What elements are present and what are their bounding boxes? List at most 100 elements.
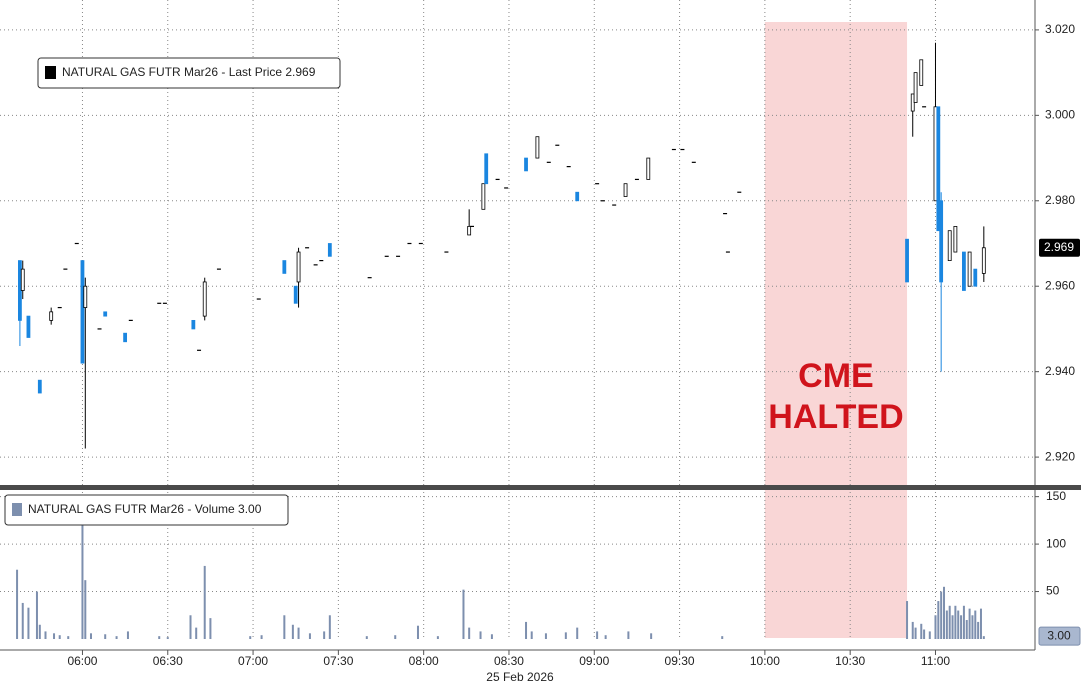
volume-bar bbox=[328, 615, 331, 639]
y-tick-label: 2.940 bbox=[1045, 364, 1075, 378]
volume-bar bbox=[81, 525, 84, 639]
candle-body bbox=[953, 226, 958, 253]
volume-bar bbox=[906, 601, 909, 639]
volume-bar bbox=[650, 633, 653, 639]
volume-bar bbox=[189, 615, 192, 639]
volume-bar bbox=[67, 636, 70, 639]
x-tick-label: 08:00 bbox=[409, 654, 439, 668]
last-volume-label: 3.00 bbox=[1047, 628, 1071, 642]
volume-bar bbox=[104, 634, 107, 639]
volume-bar bbox=[126, 631, 129, 639]
volume-bar bbox=[84, 580, 87, 639]
candle-body bbox=[123, 332, 128, 343]
volume-bar bbox=[977, 621, 980, 639]
marks-layer bbox=[16, 42, 986, 639]
candle-body bbox=[202, 281, 207, 317]
volume-bar bbox=[914, 627, 917, 639]
volume-bar bbox=[462, 589, 465, 639]
candle-body bbox=[481, 183, 486, 210]
volume-bar bbox=[468, 627, 471, 639]
last-price-box bbox=[1039, 238, 1080, 257]
volume-bar bbox=[89, 633, 92, 639]
volume-bar bbox=[721, 636, 724, 639]
volume-bar bbox=[934, 615, 937, 639]
y-tick-label: 150 bbox=[1046, 489, 1066, 503]
volume-bar bbox=[35, 591, 38, 639]
halt-label: HALTED bbox=[768, 398, 903, 436]
y-tick-label: 3.020 bbox=[1045, 22, 1075, 36]
volume-bar bbox=[308, 633, 311, 639]
halt-region bbox=[764, 22, 908, 638]
legend-swatch bbox=[12, 503, 22, 516]
halt-layer bbox=[764, 22, 908, 638]
volume-bar bbox=[416, 625, 419, 639]
volume-bar bbox=[951, 615, 954, 639]
legend-text: NATURAL GAS FUTR Mar26 - Last Price 2.96… bbox=[62, 65, 316, 79]
candle-body bbox=[913, 72, 918, 103]
volume-bar bbox=[627, 631, 630, 639]
y-tick-label: 2.980 bbox=[1045, 193, 1075, 207]
volume-bar bbox=[166, 637, 169, 639]
x-tick-label: 07:00 bbox=[238, 654, 268, 668]
last-price-label: 2.969 bbox=[1044, 240, 1074, 254]
volume-bar bbox=[576, 627, 579, 639]
candle-body bbox=[80, 260, 85, 364]
x-tick-label: 08:30 bbox=[494, 654, 524, 668]
volume-bar bbox=[920, 623, 923, 639]
y-tick-label: 2.960 bbox=[1045, 278, 1075, 292]
y-tick-label: 100 bbox=[1046, 536, 1066, 550]
volume-bar bbox=[490, 634, 493, 639]
candle-body bbox=[981, 247, 986, 274]
volume-bar bbox=[44, 631, 47, 639]
candle-body bbox=[919, 59, 924, 86]
volume-bar bbox=[21, 602, 24, 639]
volume-bar bbox=[596, 631, 599, 639]
volume-bar bbox=[940, 591, 943, 639]
volume-bar bbox=[203, 565, 206, 639]
volume-bar bbox=[53, 633, 56, 639]
volume-bar bbox=[937, 601, 940, 639]
volume-bar bbox=[954, 605, 957, 639]
volume-bar bbox=[209, 618, 212, 639]
x-tick-label: 09:30 bbox=[665, 654, 695, 668]
y-tick-label: 50 bbox=[1046, 584, 1060, 598]
volume-bar bbox=[564, 632, 567, 639]
y-tick-label: 3.000 bbox=[1045, 108, 1075, 122]
candle-body bbox=[967, 251, 972, 287]
volume-bar bbox=[530, 631, 533, 639]
volume-bar bbox=[58, 635, 61, 639]
candle-body bbox=[83, 285, 88, 308]
candle-body bbox=[103, 311, 108, 317]
candle-body bbox=[962, 251, 966, 291]
x-tick-label: 10:00 bbox=[750, 654, 780, 668]
legend-swatch bbox=[45, 66, 56, 79]
volume-bar bbox=[158, 636, 161, 639]
candle-body bbox=[524, 157, 528, 172]
volume-bar bbox=[948, 605, 951, 639]
volume-bar bbox=[943, 586, 946, 639]
volume-bar bbox=[260, 635, 263, 639]
x-tick-label: 06:00 bbox=[67, 654, 97, 668]
volume-bar bbox=[394, 635, 397, 639]
candle-body bbox=[296, 251, 301, 283]
x-tick-label: 06:30 bbox=[153, 654, 183, 668]
volume-bar bbox=[604, 635, 607, 639]
x-tick-label: 10:30 bbox=[835, 654, 865, 668]
halt-label: CME bbox=[798, 357, 874, 395]
volume-bar bbox=[365, 636, 368, 639]
volume-bar bbox=[982, 636, 985, 639]
volume-bar bbox=[962, 605, 965, 639]
candle-body bbox=[575, 191, 580, 202]
candle-body bbox=[646, 157, 651, 180]
volume-bar bbox=[283, 615, 286, 639]
volume-bar bbox=[195, 627, 198, 639]
legend-box bbox=[37, 57, 341, 89]
candle-body bbox=[49, 311, 54, 321]
volume-bar bbox=[979, 608, 982, 639]
volume-bar bbox=[115, 636, 118, 639]
candle-body bbox=[20, 268, 25, 291]
candle-body bbox=[973, 268, 978, 287]
volume-bar bbox=[436, 636, 439, 639]
